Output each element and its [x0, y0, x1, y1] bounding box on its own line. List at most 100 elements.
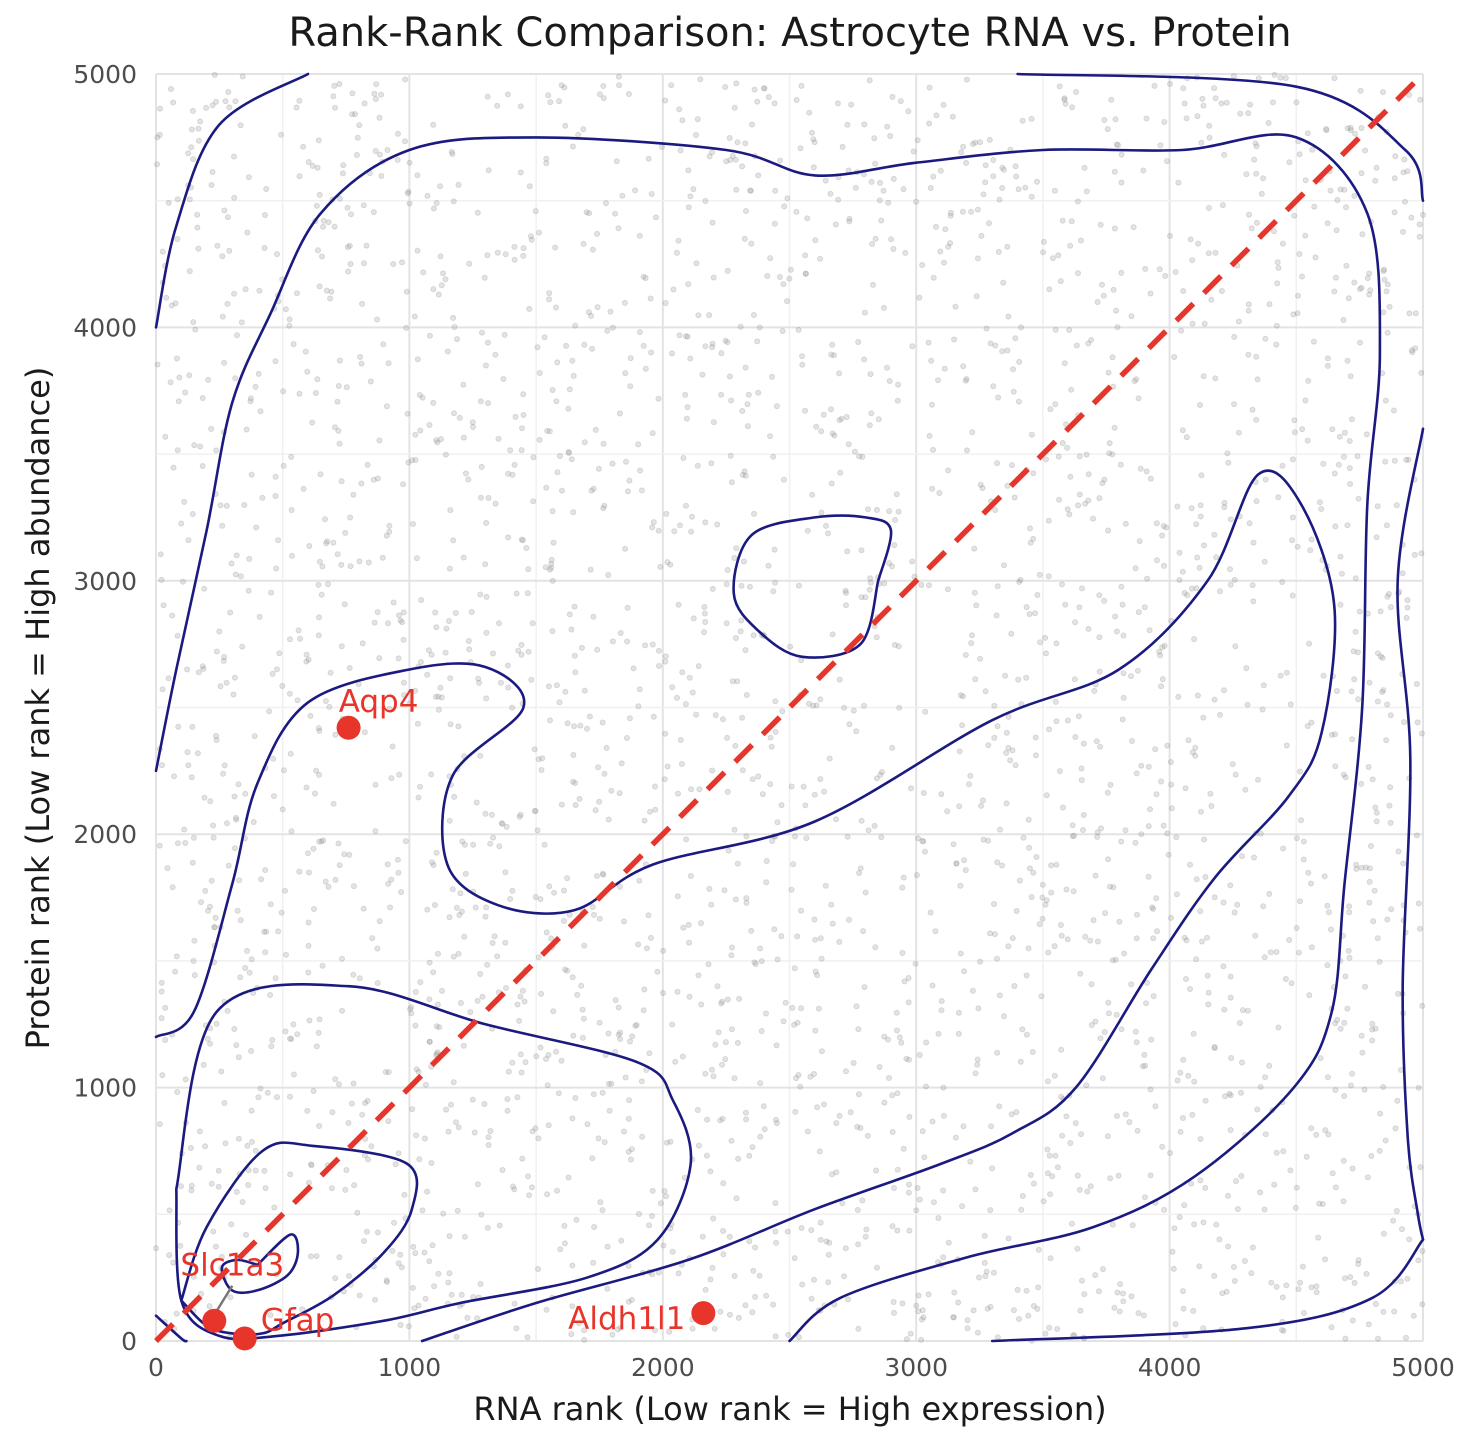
gene-point [536, 436, 543, 443]
gene-point [657, 1200, 664, 1207]
gene-point [795, 582, 802, 589]
gene-point [872, 160, 879, 167]
gene-point [316, 771, 323, 778]
gene-point [971, 545, 978, 552]
gene-point [1072, 1120, 1079, 1127]
gene-point [206, 1040, 213, 1047]
gene-point [1092, 1018, 1099, 1025]
gene-point [1056, 496, 1063, 503]
gene-point [1342, 973, 1349, 980]
gene-point [1306, 992, 1313, 999]
gene-point [1402, 198, 1409, 205]
gene-point [1100, 292, 1107, 299]
gene-point [749, 776, 756, 783]
gene-point [592, 807, 599, 814]
gene-point [682, 391, 689, 398]
gene-point [1217, 711, 1224, 718]
gene-point [742, 647, 749, 654]
gene-point [445, 1128, 452, 1135]
gene-point [1273, 322, 1280, 329]
x-tick-label: 3000 [884, 1353, 948, 1382]
gene-point [1253, 143, 1260, 150]
gene-point [604, 1243, 611, 1250]
gene-point [750, 632, 757, 639]
gene-point [664, 559, 671, 566]
gene-point [970, 1307, 977, 1314]
gene-point [406, 200, 413, 207]
gene-point [1159, 532, 1166, 539]
gene-point [645, 155, 652, 162]
gene-point [571, 603, 578, 610]
highlighted-gene-point [336, 715, 361, 740]
gene-point [414, 720, 421, 727]
gene-point [490, 834, 497, 841]
gene-point [1182, 785, 1189, 792]
gene-point [844, 548, 851, 555]
gene-point [1101, 1029, 1108, 1036]
gene-point [220, 770, 227, 777]
gene-point [543, 1306, 550, 1313]
gene-point [1382, 1137, 1389, 1144]
gene-point [967, 772, 974, 779]
gene-point [167, 86, 174, 93]
gene-point [662, 653, 669, 660]
gene-point [894, 1227, 901, 1234]
gene-point [884, 123, 891, 130]
gene-point [788, 783, 795, 790]
gene-point [1158, 683, 1165, 690]
gene-label: Slc1a3 [180, 1248, 284, 1284]
gene-point [245, 587, 252, 594]
gene-point [1252, 140, 1259, 147]
gene-point [752, 1293, 759, 1300]
gene-point [235, 781, 242, 788]
gene-point [897, 98, 904, 105]
gene-point [1372, 1301, 1379, 1308]
gene-point [1085, 340, 1092, 347]
gene-point [280, 462, 287, 469]
gene-point [1199, 95, 1206, 102]
gene-point [1344, 125, 1351, 132]
gene-point [305, 869, 312, 876]
gene-point [1092, 1272, 1099, 1279]
gene-point [1382, 458, 1389, 465]
gene-point [519, 987, 526, 994]
gene-point [446, 565, 453, 572]
gene-point [989, 1165, 996, 1172]
gene-point [627, 1038, 634, 1045]
gene-point [617, 1036, 624, 1043]
gene-point [982, 688, 989, 695]
gene-point [509, 471, 516, 478]
gene-point [1030, 470, 1037, 477]
gene-point [1220, 963, 1227, 970]
gene-point [929, 1118, 936, 1125]
gene-point [906, 1056, 913, 1063]
gene-point [294, 697, 301, 704]
gene-point [918, 582, 925, 589]
gene-point [828, 351, 835, 358]
gene-point [1300, 856, 1307, 863]
gene-point [227, 609, 234, 616]
gene-point [1413, 832, 1420, 839]
gene-point [1058, 1093, 1065, 1100]
gene-point [758, 958, 765, 965]
gene-point [394, 156, 401, 163]
gene-point [549, 386, 556, 393]
gene-point [1099, 281, 1106, 288]
gene-point [407, 1006, 414, 1013]
gene-point [1017, 1058, 1024, 1065]
gene-point [1227, 973, 1234, 980]
gene-point [1380, 89, 1387, 96]
gene-point [649, 1213, 656, 1220]
gene-point [1179, 568, 1186, 575]
gene-point [1299, 273, 1306, 280]
gene-point [656, 663, 663, 670]
gene-point [632, 1022, 639, 1029]
gene-point [587, 566, 594, 573]
gene-point [622, 545, 629, 552]
gene-point [1046, 1324, 1053, 1331]
gene-point [667, 1138, 674, 1145]
gene-point [409, 457, 416, 464]
gene-label: Aldh1l1 [568, 1301, 685, 1337]
gene-point [906, 1181, 913, 1188]
gene-point [282, 951, 289, 958]
